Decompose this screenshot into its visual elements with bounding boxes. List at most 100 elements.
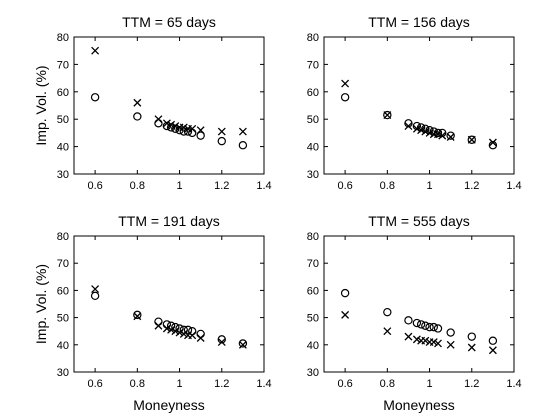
data-point-cross bbox=[238, 340, 247, 349]
data-point-cross bbox=[383, 111, 392, 120]
data-point-cross bbox=[196, 126, 205, 135]
data-point-cross bbox=[417, 126, 426, 135]
subplot-4: TTM = 555 days 0.6 0.8 1 1.2 1.4 30 40 50 60 70 80 M… bbox=[307, 213, 522, 413]
data-point-cross bbox=[341, 310, 350, 319]
y-tick-label: 50 bbox=[57, 114, 69, 126]
y-tick-label: 70 bbox=[307, 258, 319, 270]
series-2 bbox=[341, 310, 497, 355]
data-point-circle bbox=[433, 324, 443, 333]
x-tick-label: 1.4 bbox=[256, 378, 271, 390]
data-point-cross bbox=[133, 98, 142, 107]
x-tick-label: 0.6 bbox=[87, 180, 102, 192]
subplot-title: TTM = 555 days bbox=[368, 213, 470, 229]
x-tick-label: 1.2 bbox=[464, 180, 479, 192]
data-point-circle bbox=[467, 332, 476, 341]
subplot-2: TTM = 156 days 0.6 0.8 1 1.2 1.4 30 40 50 60 70 80 bbox=[307, 14, 522, 192]
y-tick-label: 70 bbox=[57, 258, 69, 270]
data-point-cross bbox=[446, 340, 455, 349]
data-point-cross bbox=[171, 122, 180, 131]
x-axis-label: Moneyness bbox=[383, 397, 455, 413]
data-point-circle bbox=[217, 136, 226, 146]
data-point-circle bbox=[196, 131, 205, 140]
data-point-cross bbox=[154, 321, 163, 330]
y-tick-label: 70 bbox=[57, 59, 69, 71]
data-point-circle bbox=[467, 135, 476, 144]
x-tick-label: 0.8 bbox=[380, 180, 395, 192]
series-2 bbox=[91, 285, 247, 349]
x-tick-label: 0.8 bbox=[130, 180, 145, 192]
x-axis-label: Moneyness bbox=[133, 397, 205, 413]
series-2 bbox=[341, 79, 497, 147]
y-tick-label: 40 bbox=[57, 340, 69, 352]
data-point-cross bbox=[425, 128, 434, 137]
data-point-cross bbox=[434, 130, 442, 139]
data-point-cross bbox=[467, 343, 476, 352]
data-point-cross bbox=[196, 334, 205, 342]
data-point-circle bbox=[425, 322, 434, 332]
data-point-cross bbox=[238, 127, 247, 136]
x-tick-label: 1 bbox=[426, 180, 432, 192]
data-point-cross bbox=[217, 127, 226, 136]
data-point-circle bbox=[340, 93, 350, 102]
x-tick-label: 1.4 bbox=[506, 378, 521, 390]
data-point-circle bbox=[340, 288, 350, 298]
x-tick-label: 0.6 bbox=[337, 180, 352, 192]
data-point-cross bbox=[133, 312, 142, 321]
data-point-cross bbox=[421, 127, 430, 136]
subplot-title: TTM = 191 days bbox=[118, 213, 220, 229]
y-tick-label: 30 bbox=[307, 367, 319, 379]
series-1 bbox=[340, 288, 498, 345]
data-point-cross bbox=[179, 123, 188, 132]
data-point-cross bbox=[446, 133, 455, 141]
y-tick-label: 80 bbox=[57, 32, 69, 44]
y-tick-label: 80 bbox=[307, 32, 319, 44]
data-point-circle bbox=[429, 322, 438, 332]
x-tick-label: 1 bbox=[426, 378, 432, 390]
data-point-circle bbox=[383, 307, 392, 317]
data-point-cross bbox=[188, 124, 197, 133]
data-point-circle bbox=[421, 321, 430, 330]
y-axis-label: Imp. Vol. (%) bbox=[33, 264, 49, 344]
data-point-cross bbox=[167, 120, 176, 129]
subplot-title: TTM = 156 days bbox=[368, 14, 470, 30]
y-tick-label: 40 bbox=[307, 142, 319, 154]
y-tick-label: 30 bbox=[57, 169, 69, 181]
data-point-cross bbox=[438, 131, 447, 140]
x-tick-label: 1.4 bbox=[506, 180, 521, 192]
series-2 bbox=[91, 46, 247, 136]
data-point-cross bbox=[217, 338, 226, 347]
subplot-3: TTM = 191 days 0.6 0.8 1 1.2 1.4 30 40 50 60 70 80 M… bbox=[33, 213, 272, 413]
y-tick-label: 80 bbox=[57, 231, 69, 243]
data-point-cross bbox=[434, 339, 442, 348]
y-tick-label: 30 bbox=[307, 169, 319, 181]
y-tick-label: 30 bbox=[57, 367, 69, 379]
x-tick-label: 1 bbox=[176, 378, 182, 390]
y-tick-label: 60 bbox=[57, 285, 69, 297]
data-point-cross bbox=[154, 115, 163, 124]
data-point-cross bbox=[188, 331, 197, 340]
plot-area bbox=[323, 36, 515, 175]
x-tick-label: 1.4 bbox=[256, 180, 271, 192]
subplot-title: TTM = 65 days bbox=[122, 14, 216, 30]
data-point-circle bbox=[488, 336, 498, 345]
data-point-circle bbox=[90, 93, 100, 102]
plot-area bbox=[73, 36, 265, 175]
y-tick-label: 50 bbox=[57, 313, 69, 325]
data-point-cross bbox=[91, 285, 100, 293]
y-tick-label: 60 bbox=[57, 87, 69, 99]
plot-area bbox=[323, 235, 515, 373]
y-tick-label: 50 bbox=[307, 313, 319, 325]
y-tick-label: 60 bbox=[307, 285, 319, 297]
data-point-cross bbox=[488, 138, 497, 147]
data-point-circle bbox=[446, 328, 455, 337]
data-point-circle bbox=[133, 310, 142, 320]
data-point-circle bbox=[238, 141, 248, 150]
y-tick-label: 40 bbox=[307, 340, 319, 352]
data-point-circle bbox=[404, 316, 413, 325]
x-tick-label: 1 bbox=[176, 180, 182, 192]
data-point-circle bbox=[383, 110, 392, 120]
y-tick-label: 50 bbox=[307, 114, 319, 126]
data-point-circle bbox=[133, 112, 142, 121]
data-point-cross bbox=[404, 122, 413, 131]
